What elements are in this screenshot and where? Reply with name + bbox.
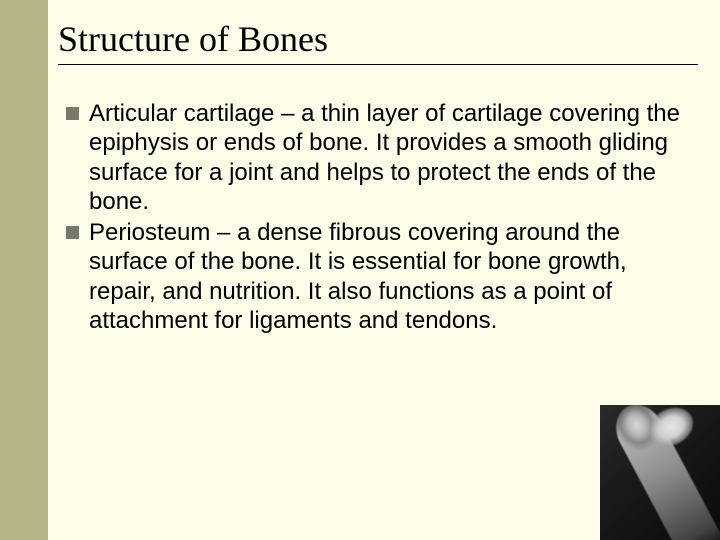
bullet-list: Articular cartilage – a thin layer of ca… <box>58 99 700 335</box>
list-item: Periosteum – a dense fibrous covering ar… <box>66 218 690 335</box>
list-item: Articular cartilage – a thin layer of ca… <box>66 99 690 216</box>
slide-title: Structure of Bones <box>58 18 700 64</box>
slide-content: Structure of Bones Articular cartilage –… <box>58 18 700 337</box>
bone-xray-image <box>600 405 720 540</box>
bullet-text: Periosteum – a dense fibrous covering ar… <box>89 218 690 335</box>
bullet-text: Articular cartilage – a thin layer of ca… <box>89 99 690 216</box>
square-bullet-icon <box>66 107 79 120</box>
title-underline <box>58 64 698 65</box>
sidebar-accent <box>0 0 48 540</box>
square-bullet-icon <box>66 226 79 239</box>
